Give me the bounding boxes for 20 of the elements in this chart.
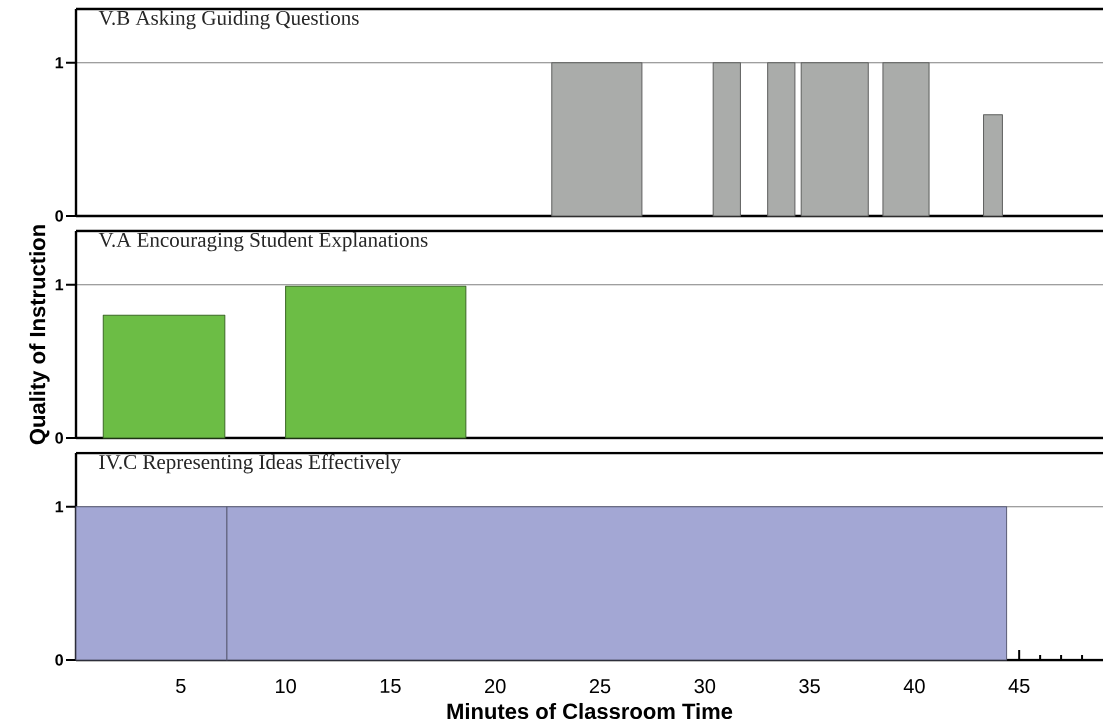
- y-tick-label: 0: [55, 654, 63, 666]
- x-tick-label: 15: [380, 679, 401, 694]
- x-tick-label: 5: [176, 679, 186, 694]
- chart-title: IV.C Representing Ideas Effectively: [99, 454, 401, 474]
- x-tick-label: 25: [589, 679, 611, 694]
- y-tick-label: 1: [55, 57, 64, 69]
- x-tick-label: 20: [485, 679, 506, 694]
- x-axis-title: Minutes of Classroom Time: [447, 703, 733, 720]
- x-tick-label: 30: [694, 679, 716, 694]
- y-tick-label: 0: [55, 210, 63, 222]
- x-tick-label: 10: [276, 679, 296, 694]
- chart-title: V.A Encouraging Student Explanations: [98, 232, 428, 252]
- y-tick-label: 1: [55, 279, 64, 291]
- y-tick-label: 0: [55, 432, 63, 444]
- x-tick-label: 40: [903, 679, 925, 694]
- chart-title: V.B Asking Guiding Questions: [98, 10, 359, 30]
- y-tick-label: 1: [55, 501, 64, 513]
- y-axis-title: Quality of Instruction: [29, 225, 50, 445]
- x-tick-label: 35: [799, 679, 820, 694]
- x-tick-label: 45: [1008, 679, 1030, 694]
